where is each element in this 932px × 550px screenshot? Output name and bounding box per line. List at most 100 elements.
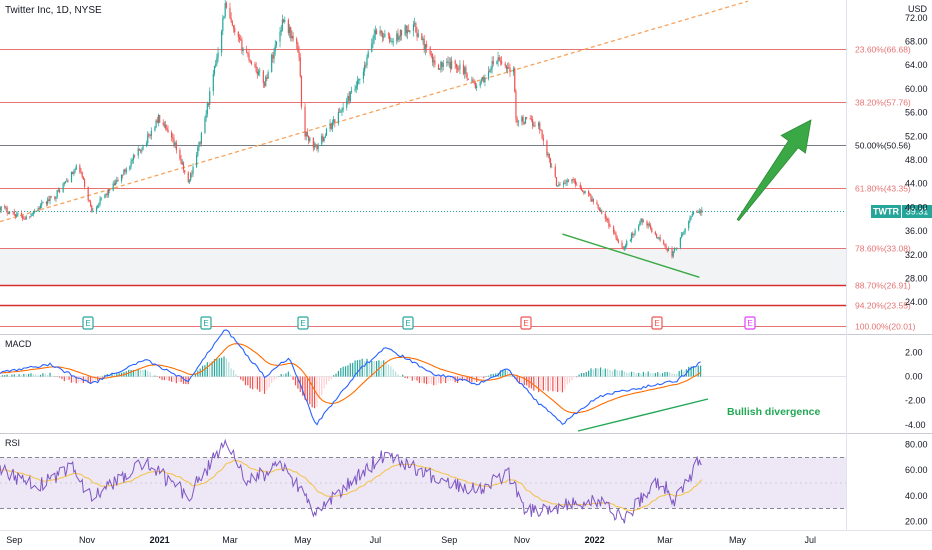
candle-body[interactable]: [372, 39, 374, 44]
candle-body[interactable]: [614, 232, 616, 235]
candle-body[interactable]: [439, 69, 441, 71]
candle-body[interactable]: [437, 64, 440, 70]
candle-body[interactable]: [167, 129, 169, 133]
candle-body[interactable]: [649, 225, 652, 229]
candle-body[interactable]: [175, 142, 177, 151]
candle-body[interactable]: [647, 223, 649, 226]
candle-body[interactable]: [232, 25, 235, 29]
candle-body[interactable]: [74, 169, 76, 172]
candle-body[interactable]: [159, 114, 161, 123]
candle-body[interactable]: [398, 36, 400, 40]
candle-body[interactable]: [88, 200, 90, 202]
candle-body[interactable]: [533, 125, 535, 127]
candle-body[interactable]: [654, 231, 656, 235]
candle-body[interactable]: [222, 18, 224, 32]
candle-body[interactable]: [542, 138, 544, 141]
candle-body[interactable]: [263, 82, 266, 86]
candle-body[interactable]: [122, 174, 124, 176]
candle-body[interactable]: [67, 180, 69, 183]
candle-body[interactable]: [397, 33, 399, 40]
candle-body[interactable]: [547, 154, 549, 156]
candle-body[interactable]: [99, 198, 101, 204]
candle-body[interactable]: [576, 184, 578, 186]
candle-body[interactable]: [508, 67, 510, 69]
candle-body[interactable]: [209, 91, 211, 105]
candle-body[interactable]: [196, 155, 198, 167]
candle-body[interactable]: [583, 191, 585, 194]
candle-body[interactable]: [148, 134, 150, 135]
candle-body[interactable]: [348, 95, 350, 102]
candle-body[interactable]: [45, 201, 48, 205]
bullish-arrow[interactable]: [736, 119, 812, 222]
candle-body[interactable]: [215, 64, 217, 67]
candle-body[interactable]: [498, 57, 500, 61]
candle-body[interactable]: [205, 113, 207, 119]
candle-body[interactable]: [79, 165, 81, 172]
candle-body[interactable]: [197, 147, 199, 156]
candle-body[interactable]: [629, 240, 631, 241]
candle-body[interactable]: [47, 199, 49, 205]
candle-body[interactable]: [362, 71, 365, 79]
candle-body[interactable]: [162, 122, 164, 125]
candle-body[interactable]: [225, 2, 227, 8]
candle-body[interactable]: [120, 174, 123, 182]
candle-body[interactable]: [299, 57, 301, 77]
candle-body[interactable]: [0, 206, 2, 211]
candle-body[interactable]: [190, 173, 192, 181]
candle-body[interactable]: [56, 190, 58, 197]
candle-body[interactable]: [589, 193, 591, 196]
candle-body[interactable]: [107, 189, 110, 195]
candle-body[interactable]: [404, 25, 406, 36]
earnings-marker[interactable]: E: [82, 316, 94, 330]
candle-body[interactable]: [199, 142, 201, 144]
dashed-trendline[interactable]: [0, 0, 749, 223]
candle-body[interactable]: [588, 190, 590, 194]
candle-body[interactable]: [459, 64, 461, 70]
candle-body[interactable]: [290, 27, 292, 39]
candle-body[interactable]: [549, 158, 552, 167]
candle-body[interactable]: [364, 64, 366, 72]
candle-body[interactable]: [142, 145, 144, 151]
candle-body[interactable]: [692, 212, 695, 214]
candle-body[interactable]: [367, 51, 369, 58]
candle-body[interactable]: [422, 38, 424, 40]
candle-body[interactable]: [166, 128, 168, 130]
candle-body[interactable]: [380, 30, 382, 33]
candle-body[interactable]: [541, 130, 543, 139]
candle-body[interactable]: [682, 233, 684, 235]
annotation-group[interactable]: TWTR 39.31: [562, 119, 932, 279]
candle-body[interactable]: [596, 201, 598, 205]
candle-body[interactable]: [331, 122, 334, 129]
candle-body[interactable]: [157, 114, 160, 123]
candle-body[interactable]: [334, 119, 336, 124]
candle-body[interactable]: [198, 142, 200, 148]
candle-body[interactable]: [412, 24, 415, 31]
candle-body[interactable]: [354, 88, 356, 91]
candle-body[interactable]: [317, 144, 319, 150]
candle-body[interactable]: [23, 218, 25, 220]
candle-body[interactable]: [271, 54, 273, 73]
candle-body[interactable]: [630, 233, 633, 241]
candle-body[interactable]: [447, 61, 449, 63]
macd-divergence-line[interactable]: [577, 398, 709, 432]
candle-body[interactable]: [537, 122, 540, 127]
candle-body[interactable]: [8, 211, 11, 214]
candle-body[interactable]: [442, 62, 444, 67]
candle-body[interactable]: [321, 135, 323, 145]
candle-body[interactable]: [689, 218, 691, 222]
candle-body[interactable]: [381, 32, 384, 38]
candle-body[interactable]: [507, 67, 509, 69]
candle-body[interactable]: [273, 51, 275, 59]
candle-body[interactable]: [13, 211, 15, 215]
candle-body[interactable]: [64, 181, 67, 183]
candle-body[interactable]: [0, 207, 1, 211]
candle-body[interactable]: [448, 62, 450, 64]
candle-body[interactable]: [399, 30, 401, 37]
candle-body[interactable]: [170, 132, 173, 138]
candle-body[interactable]: [532, 119, 534, 126]
candle-body[interactable]: [416, 32, 418, 37]
candle-body[interactable]: [697, 212, 699, 213]
candle-body[interactable]: [31, 214, 33, 216]
candle-body[interactable]: [32, 212, 34, 215]
